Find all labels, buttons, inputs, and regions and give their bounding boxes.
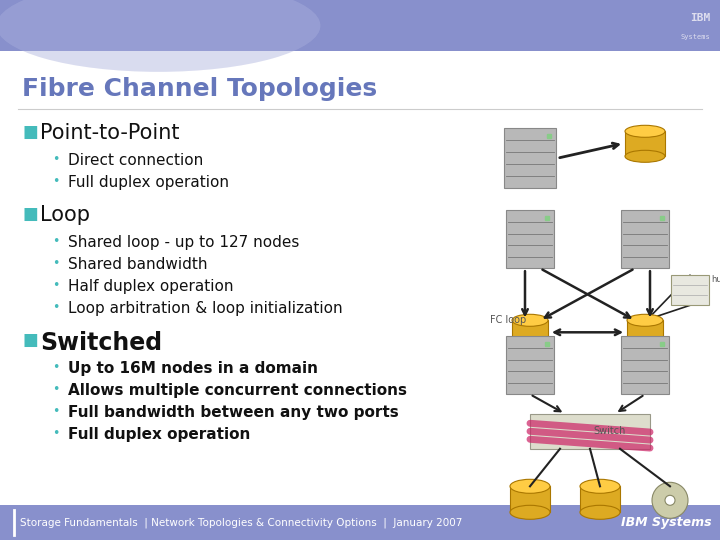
Text: •: • xyxy=(52,301,59,314)
Ellipse shape xyxy=(512,314,548,326)
Text: •: • xyxy=(52,176,59,188)
Ellipse shape xyxy=(0,0,320,72)
Ellipse shape xyxy=(625,150,665,163)
Bar xyxy=(625,131,665,156)
Ellipse shape xyxy=(627,338,663,350)
Text: Fibre Channel Topologies: Fibre Channel Topologies xyxy=(22,77,377,102)
Text: IBM: IBM xyxy=(690,13,710,23)
Text: Loop arbitration & loop initialization: Loop arbitration & loop initialization xyxy=(68,301,343,316)
Text: ■: ■ xyxy=(22,205,37,224)
Circle shape xyxy=(665,495,675,505)
Text: •: • xyxy=(52,279,59,292)
FancyBboxPatch shape xyxy=(671,275,709,305)
Text: Allows multiple concurrent connections: Allows multiple concurrent connections xyxy=(68,383,407,399)
Text: Half duplex operation: Half duplex operation xyxy=(68,279,233,294)
Ellipse shape xyxy=(627,314,663,326)
Text: hub: hub xyxy=(711,275,720,284)
Bar xyxy=(510,487,550,512)
Bar xyxy=(580,487,620,512)
Text: Point-to-Point: Point-to-Point xyxy=(40,123,179,143)
Ellipse shape xyxy=(580,505,620,519)
Text: IBM Systems: IBM Systems xyxy=(621,516,712,529)
Text: FC loop: FC loop xyxy=(490,315,526,325)
Text: •: • xyxy=(52,406,59,419)
Text: Storage Fundamentals  | Network Topologies & Connectivity Options  |  January 20: Storage Fundamentals | Network Topologie… xyxy=(20,517,462,528)
Text: Shared bandwidth: Shared bandwidth xyxy=(68,257,207,272)
Text: Direct connection: Direct connection xyxy=(68,153,203,168)
Text: ■: ■ xyxy=(22,123,37,141)
Text: Systems: Systems xyxy=(680,34,710,40)
Text: Up to 16M nodes in a domain: Up to 16M nodes in a domain xyxy=(68,361,318,376)
Text: •: • xyxy=(52,257,59,271)
FancyBboxPatch shape xyxy=(621,336,669,394)
Ellipse shape xyxy=(510,480,550,494)
Bar xyxy=(0,0,720,51)
Ellipse shape xyxy=(510,505,550,519)
Ellipse shape xyxy=(512,338,548,350)
Text: Full bandwidth between any two ports: Full bandwidth between any two ports xyxy=(68,406,399,420)
Text: Shared loop - up to 127 nodes: Shared loop - up to 127 nodes xyxy=(68,235,300,251)
FancyBboxPatch shape xyxy=(506,336,554,394)
Text: Switch: Switch xyxy=(594,426,626,436)
Circle shape xyxy=(652,482,688,518)
FancyBboxPatch shape xyxy=(506,210,554,268)
Text: Switched: Switched xyxy=(40,332,162,355)
Text: •: • xyxy=(52,383,59,396)
Ellipse shape xyxy=(580,480,620,494)
Bar xyxy=(627,320,663,345)
Text: Loop: Loop xyxy=(40,205,90,225)
Text: ■: ■ xyxy=(22,332,37,349)
Text: •: • xyxy=(52,427,59,440)
Text: •: • xyxy=(52,153,59,166)
Text: Full duplex operation: Full duplex operation xyxy=(68,427,251,442)
FancyBboxPatch shape xyxy=(621,210,669,268)
Ellipse shape xyxy=(625,125,665,137)
Ellipse shape xyxy=(0,0,320,72)
Bar xyxy=(0,505,720,540)
Bar xyxy=(512,320,548,345)
Text: •: • xyxy=(52,361,59,374)
FancyBboxPatch shape xyxy=(504,129,556,188)
Text: •: • xyxy=(52,235,59,248)
FancyBboxPatch shape xyxy=(530,414,650,449)
Text: Full duplex operation: Full duplex operation xyxy=(68,176,229,190)
